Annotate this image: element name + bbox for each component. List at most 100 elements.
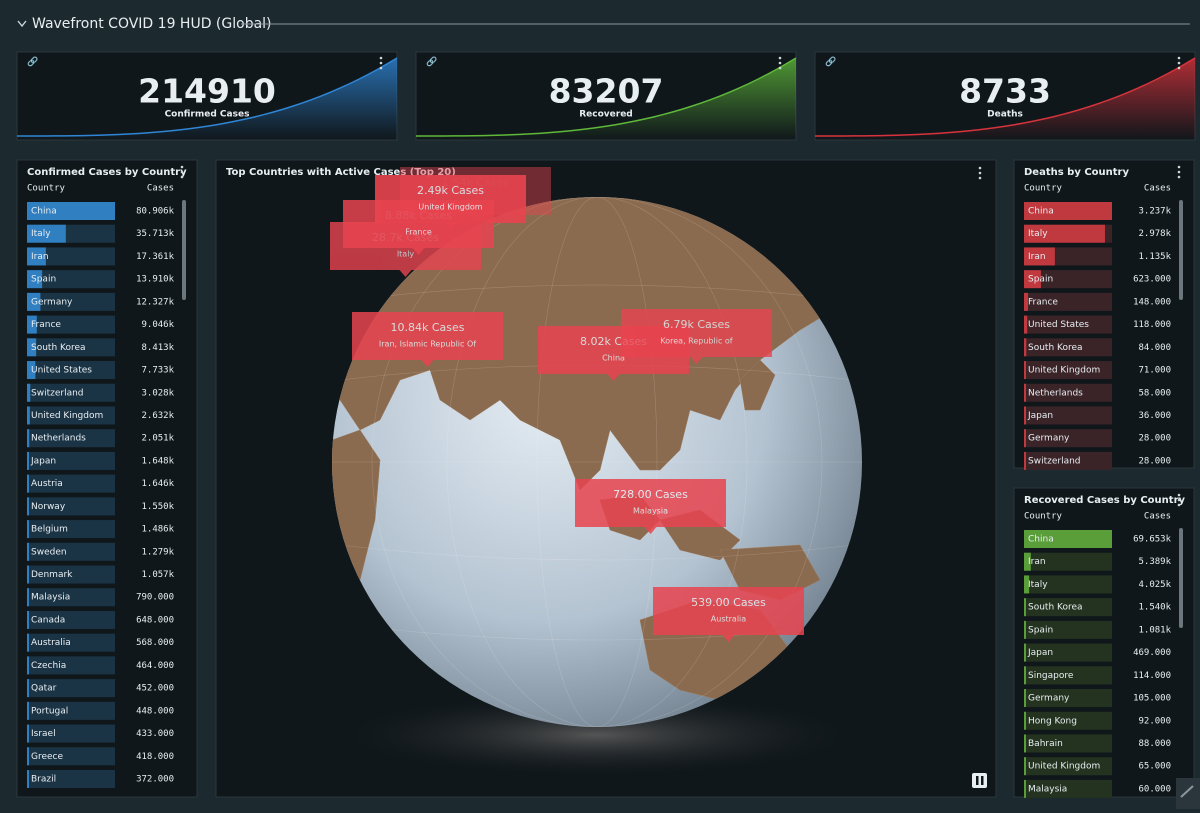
column-header: Country — [1024, 512, 1063, 522]
country-label: Greece — [31, 752, 63, 762]
scrollbar[interactable] — [1179, 200, 1183, 300]
row-bg — [1024, 734, 1112, 753]
panel-menu[interactable] — [1177, 165, 1181, 179]
country-label: Netherlands — [31, 434, 86, 444]
menu-dot — [1177, 493, 1181, 497]
bar — [1024, 575, 1030, 594]
row-bg — [1024, 315, 1112, 334]
value-label: 84.000 — [1138, 343, 1171, 353]
callout-country: China — [602, 354, 625, 363]
bar — [1024, 734, 1026, 753]
panel-menu[interactable] — [180, 165, 184, 179]
value-label: 8.413k — [141, 343, 174, 353]
callout-cases: 10.84k Cases — [390, 321, 464, 334]
value-label: 58.000 — [1138, 388, 1171, 398]
row-bg — [27, 610, 115, 629]
country-label: China — [1028, 535, 1054, 545]
panel-menu[interactable] — [1177, 493, 1181, 507]
value-label: 3.028k — [141, 388, 174, 398]
row-bg — [1024, 383, 1112, 402]
country-label: Hong Kong — [1028, 716, 1077, 726]
country-label: Netherlands — [1028, 388, 1083, 398]
kpi-label: Recovered — [579, 110, 633, 120]
row-bg — [1024, 406, 1112, 425]
row-bg — [27, 292, 115, 311]
row-bg — [27, 656, 115, 675]
graticule — [332, 197, 862, 727]
callout[interactable]: 2.49k Cases United Kingdom — [375, 175, 526, 230]
bar — [1024, 552, 1031, 571]
row-bg — [27, 270, 115, 289]
row-bg — [1024, 620, 1112, 639]
bar — [1024, 689, 1026, 708]
panel-menu[interactable] — [379, 56, 383, 70]
bar — [27, 247, 46, 266]
country-label: Spain — [1028, 275, 1053, 285]
globe-panel: Top Countries with Active Cases (Top 20)… — [215, 159, 997, 798]
row-bg — [27, 747, 115, 766]
bar — [1024, 598, 1026, 617]
link-corner-icon[interactable] — [1176, 778, 1200, 809]
bar — [27, 770, 29, 788]
row-bg — [27, 451, 115, 470]
row-bg — [27, 497, 115, 516]
value-label: 118.000 — [1133, 320, 1171, 330]
callout-box — [653, 587, 804, 642]
row-bg — [27, 565, 115, 584]
value-label: 80.906k — [136, 207, 175, 217]
bar — [1024, 530, 1112, 548]
value-label: 418.000 — [136, 752, 174, 762]
scrollbar[interactable] — [1179, 528, 1183, 628]
menu-dot — [180, 170, 184, 174]
bar — [27, 474, 29, 493]
country-label: Czechia — [31, 661, 66, 671]
sparkline-area — [17, 58, 397, 140]
callout[interactable]: 6.79k Cases Korea, Republic of — [621, 309, 772, 364]
bar — [1024, 315, 1028, 334]
country-label: United Kingdom — [1028, 762, 1100, 772]
sparkline — [814, 57, 1196, 137]
value-label: 114.000 — [1133, 671, 1171, 681]
country-label: Spain — [1028, 625, 1053, 635]
callout[interactable]: 10.84k Cases Iran, Islamic Republic Of — [352, 312, 503, 367]
value-label: 1.279k — [141, 547, 174, 557]
value-label: 1.486k — [141, 525, 174, 535]
country-label: United Kingdom — [1028, 366, 1100, 376]
menu-dot — [1177, 66, 1181, 70]
value-label: 92.000 — [1138, 716, 1171, 726]
panel-menu[interactable] — [978, 166, 982, 180]
callout[interactable]: 539.00 Cases Australia — [653, 587, 804, 642]
value-label: 7.733k — [141, 366, 174, 376]
callout[interactable]: 728.00 Cases Malaysia — [575, 479, 726, 534]
panel-menu[interactable] — [1177, 56, 1181, 70]
row-bg — [27, 724, 115, 743]
menu-dot — [778, 66, 782, 70]
country-label: Canada — [31, 615, 65, 625]
menu-dot — [379, 66, 383, 70]
column-header: Cases — [1144, 512, 1171, 522]
link-icon: 🔗 — [426, 56, 437, 68]
scrollbar[interactable] — [182, 200, 186, 300]
value-label: 3.237k — [1138, 207, 1171, 217]
bar — [1024, 202, 1112, 220]
country-label: Iran — [31, 252, 49, 262]
collapse-chevron[interactable] — [17, 20, 27, 28]
bar — [1024, 247, 1055, 266]
callout-box — [575, 479, 726, 534]
callout-box — [621, 309, 772, 364]
bar — [27, 338, 37, 357]
panel-menu[interactable] — [778, 56, 782, 70]
value-label: 65.000 — [1138, 762, 1171, 772]
bar — [1024, 383, 1026, 402]
bar — [1024, 620, 1026, 639]
row-bg — [1024, 429, 1112, 448]
bar — [1024, 711, 1026, 730]
sparkline — [16, 57, 398, 137]
value-label: 2.051k — [141, 434, 174, 444]
value-label: 1.648k — [141, 456, 174, 466]
country-label: Belgium — [31, 525, 68, 535]
pause-button[interactable] — [972, 773, 987, 788]
row-bg — [27, 406, 115, 425]
